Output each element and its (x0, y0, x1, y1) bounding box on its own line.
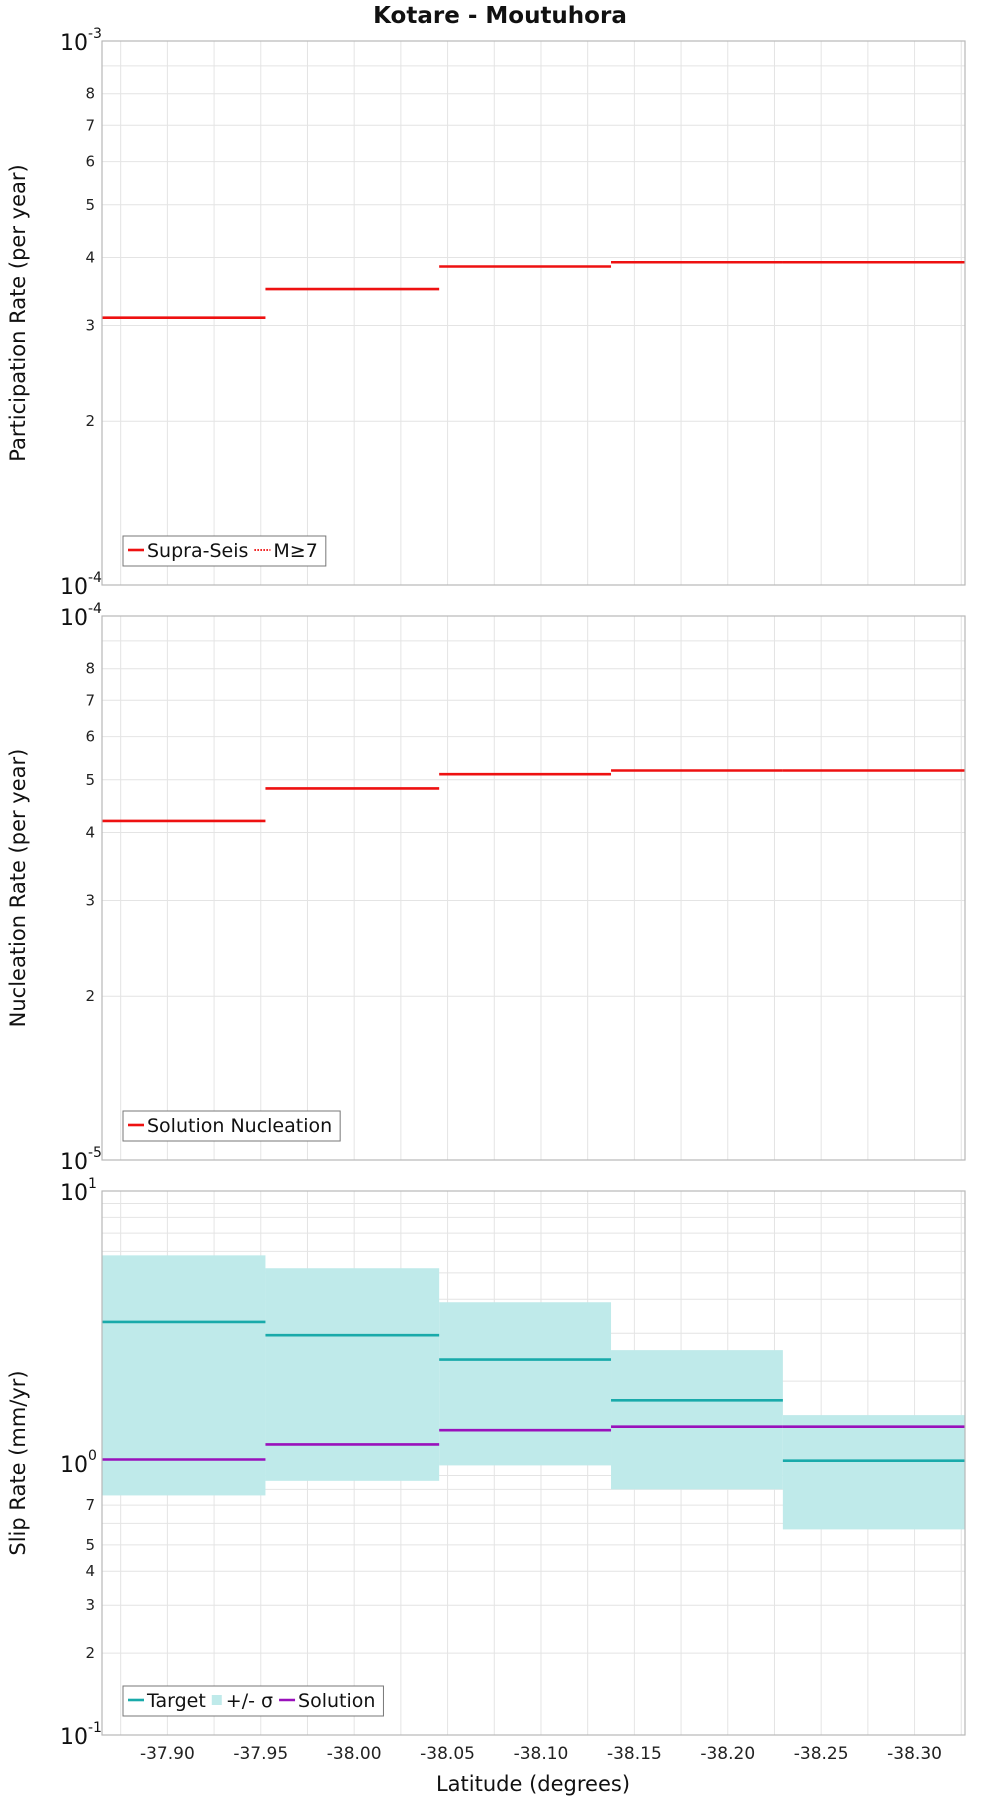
legend-label: +/- σ (226, 1690, 273, 1712)
legend: Target +/- σ Solution (122, 1685, 384, 1717)
y-tick-label: 6 (85, 728, 95, 746)
y-tick-label: 2 (85, 412, 95, 430)
legend-swatch-band (211, 1695, 222, 1705)
series-solution-nucleation (102, 769, 965, 823)
legend-box (122, 1685, 384, 1717)
y-tick-label: 6 (85, 153, 95, 171)
panel-participation: 10-4 10-3 2 3 4 5 6 7 8 Participation Rate (per y… (6, 26, 966, 600)
y-axis-title: Slip Rate (mm/yr) (6, 1370, 30, 1555)
legend-box (122, 535, 327, 567)
y-tick-decade: 10-4 (60, 570, 102, 600)
legend-label: Solution Nucleation (147, 1115, 332, 1137)
plot-area (102, 41, 965, 585)
x-tick-label: -38.20 (700, 1744, 755, 1764)
y-tick-label: 4 (85, 248, 95, 266)
x-axis-title: Latitude (degrees) (436, 1772, 630, 1796)
y-tick-label: 3 (85, 316, 95, 334)
x-tick-label: -38.00 (327, 1744, 382, 1764)
y-tick-label: 8 (85, 85, 95, 103)
series-solution (102, 1425, 965, 1461)
x-tick-label: -37.90 (140, 1744, 195, 1764)
y-tick-decade: 101 (60, 1176, 97, 1206)
y-tick-label: 4 (85, 823, 95, 841)
panels: 10-4 10-3 2 3 4 5 6 7 8 Participation Rate (per y… (6, 26, 966, 1750)
sigma-band-segment (439, 1302, 612, 1466)
y-tick-label: 7 (85, 116, 95, 134)
legend-label: Supra-Seis (147, 540, 248, 562)
plot-frame (101, 1190, 966, 1736)
x-tick-label: -38.30 (887, 1744, 942, 1764)
sigma-band-segment (782, 1415, 965, 1530)
x-tick-label: -37.95 (233, 1744, 288, 1764)
y-tick-decade: 10-4 (60, 601, 102, 631)
y-tick-label: 2 (85, 987, 95, 1005)
y-tick-label: 5 (85, 196, 95, 214)
x-tick-label: -38.15 (607, 1744, 662, 1764)
x-tick-labels: -37.90 -37.95 -38.00 -38.05 -38.10 -38.15 -38.… (140, 1744, 942, 1764)
sigma-band-segment (102, 1255, 266, 1496)
plot-frame (101, 615, 966, 1161)
chart-title: Kotare - Moutuhora (373, 3, 627, 29)
y-axis-title: Participation Rate (per year) (6, 164, 30, 461)
y-axis-title: Nucleation Rate (per year) (6, 749, 30, 1028)
plot-frame (101, 40, 966, 586)
y-tick-label: 2 (85, 1644, 95, 1662)
x-tick-label: -38.25 (794, 1744, 849, 1764)
legend-label: Solution (298, 1690, 375, 1712)
legend-box (122, 1110, 341, 1142)
y-tick-label: 3 (85, 1596, 95, 1614)
panel-slip: 10-1 100 101 2 3 4 5 7 Slip Rate (mm/yr) Target +/… (6, 1176, 966, 1750)
y-tick-label: 3 (85, 891, 95, 909)
legend: Solution Nucleation (122, 1110, 341, 1142)
x-tick-label: -38.05 (420, 1744, 475, 1764)
y-tick-label: 7 (85, 1496, 95, 1514)
y-tick-label: 8 (85, 660, 95, 678)
panel-nucleation: 10-5 10-4 2 3 4 5 6 7 8 Nucleation Rate (per year… (6, 601, 966, 1175)
y-tick-label: 5 (85, 1536, 95, 1554)
sigma-band-segment (611, 1350, 783, 1490)
series-target (102, 1320, 965, 1462)
y-tick-decade: 10-1 (60, 1720, 102, 1750)
legend: Supra-Seis M≥7 (122, 535, 327, 567)
y-tick-decade: 100 (60, 1448, 97, 1478)
legend-label: Target (146, 1690, 206, 1712)
y-tick-label: 5 (85, 771, 95, 789)
legend-label: M≥7 (273, 540, 317, 562)
sigma-band-segment (265, 1268, 440, 1481)
grid (102, 41, 965, 586)
y-tick-decade: 10-3 (60, 26, 102, 56)
x-tick-label: -38.10 (514, 1744, 569, 1764)
y-tick-label: 4 (85, 1562, 95, 1580)
y-tick-decade: 10-5 (60, 1145, 102, 1175)
y-tick-label: 7 (85, 691, 95, 709)
plot-area (102, 616, 965, 1160)
